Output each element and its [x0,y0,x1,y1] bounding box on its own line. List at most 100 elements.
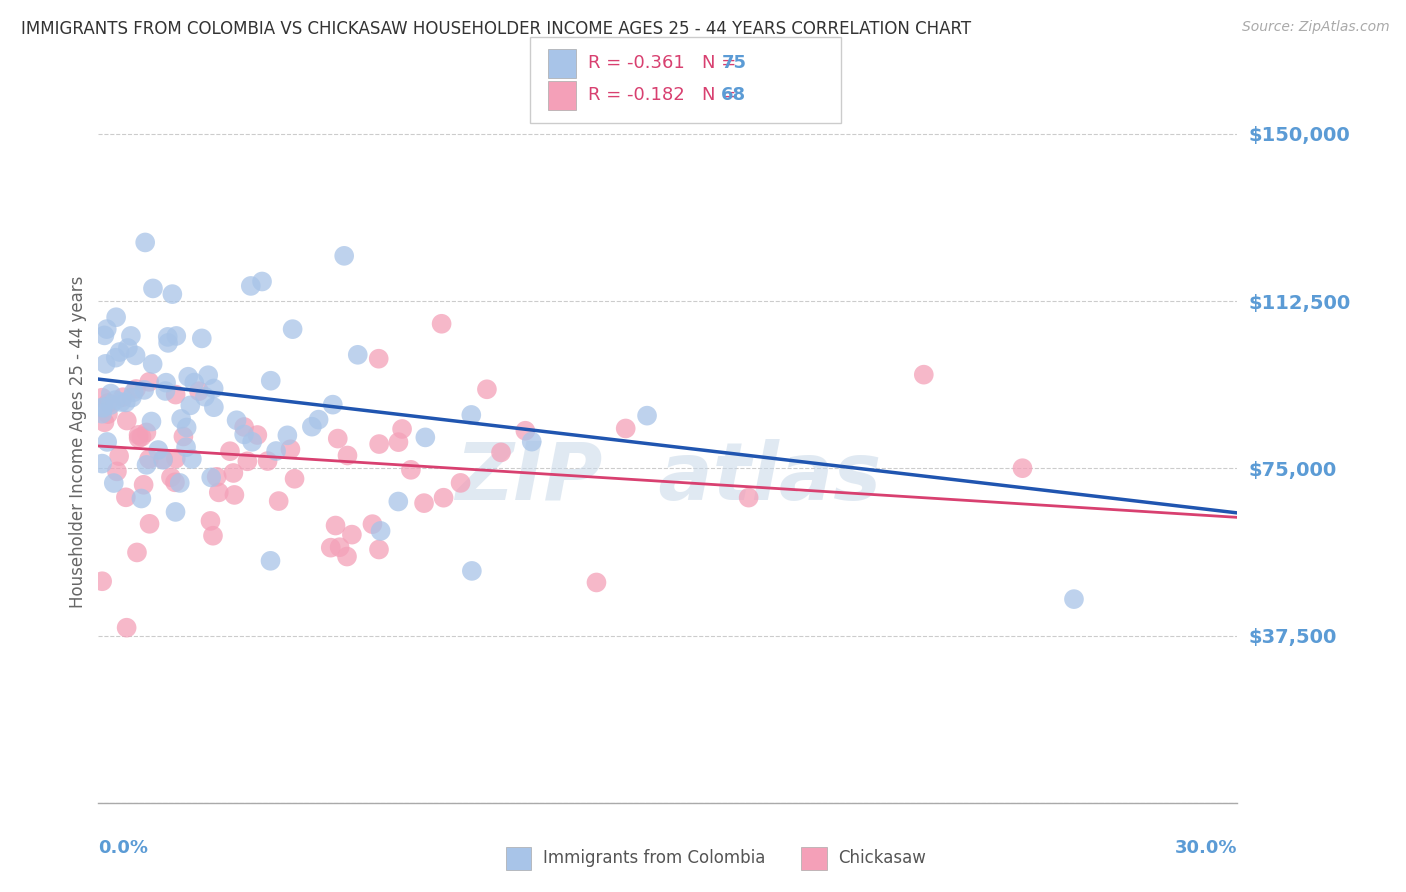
Point [346,348,368,362]
Point [329,540,352,554]
Point [114,395,136,409]
Point [91,407,114,421]
Point [326,432,349,446]
Point [301,419,323,434]
Point [319,541,342,555]
Point [264,444,287,458]
Point [180,452,202,467]
Point [128,428,150,442]
Point [124,348,146,362]
Point [115,413,138,427]
Text: ZIP  atlas: ZIP atlas [454,439,882,516]
Point [138,452,160,467]
Text: 0.0%: 0.0% [98,838,149,857]
Point [135,425,157,440]
Point [415,430,437,444]
Point [148,443,170,458]
Point [160,470,183,484]
Point [325,518,347,533]
Point [205,470,228,484]
Point [387,494,409,508]
Point [200,514,222,528]
Text: Source: ZipAtlas.com: Source: ZipAtlas.com [1241,20,1389,34]
Point [368,437,391,451]
Point [430,317,453,331]
Point [132,477,155,491]
Point [1011,461,1033,475]
Point [141,415,163,429]
Point [121,391,143,405]
Point [157,335,180,350]
Point [413,496,436,510]
Point [165,451,187,466]
Point [340,527,363,541]
Point [260,374,283,388]
Point [585,575,607,590]
Point [115,621,138,635]
Point [912,368,935,382]
Point [172,429,194,443]
Point [520,434,543,449]
Point [461,564,484,578]
Point [91,457,114,471]
Point [174,440,197,454]
Point [219,444,242,458]
Text: R = -0.182   N =: R = -0.182 N = [588,87,742,104]
Point [489,445,512,459]
Point [97,407,120,421]
Point [162,287,184,301]
Point [115,491,138,505]
Text: 75: 75 [721,54,747,72]
Point [104,393,127,408]
Point [336,449,359,463]
Point [176,420,198,434]
Point [737,491,759,505]
Point [105,464,128,478]
Point [450,475,472,490]
Point [128,431,150,445]
Point [280,442,302,457]
Point [188,384,211,399]
Point [239,279,262,293]
Point [165,329,187,343]
Text: 68: 68 [721,87,747,104]
Point [460,408,482,422]
Point [202,401,225,415]
Point [117,341,139,355]
Point [333,249,356,263]
Text: Immigrants from Colombia: Immigrants from Colombia [543,849,765,867]
Point [125,545,148,559]
Point [399,463,422,477]
Point [177,369,200,384]
Text: IMMIGRANTS FROM COLOMBIA VS CHICKASAW HOUSEHOLDER INCOME AGES 25 - 44 YEARS CORR: IMMIGRANTS FROM COLOMBIA VS CHICKASAW HO… [21,20,972,37]
Point [336,549,359,564]
Point [96,322,118,336]
Point [368,542,391,557]
Point [246,428,269,442]
Point [131,491,153,506]
Point [170,412,193,426]
Point [103,476,125,491]
Point [283,472,305,486]
Point [259,554,281,568]
Point [387,435,409,450]
Point [110,395,132,409]
Point [105,310,128,325]
Point [240,434,263,449]
Point [1063,592,1085,607]
Point [225,413,247,427]
Point [134,235,156,250]
Point [155,376,177,390]
Point [108,345,131,359]
Point [135,458,157,472]
Point [142,357,165,371]
Point [134,383,156,397]
Point [370,524,392,538]
Point [96,434,118,449]
Point [202,381,225,395]
Point [156,330,179,344]
Point [111,390,134,404]
Point [94,357,117,371]
Point [233,427,256,442]
Point [152,453,174,467]
